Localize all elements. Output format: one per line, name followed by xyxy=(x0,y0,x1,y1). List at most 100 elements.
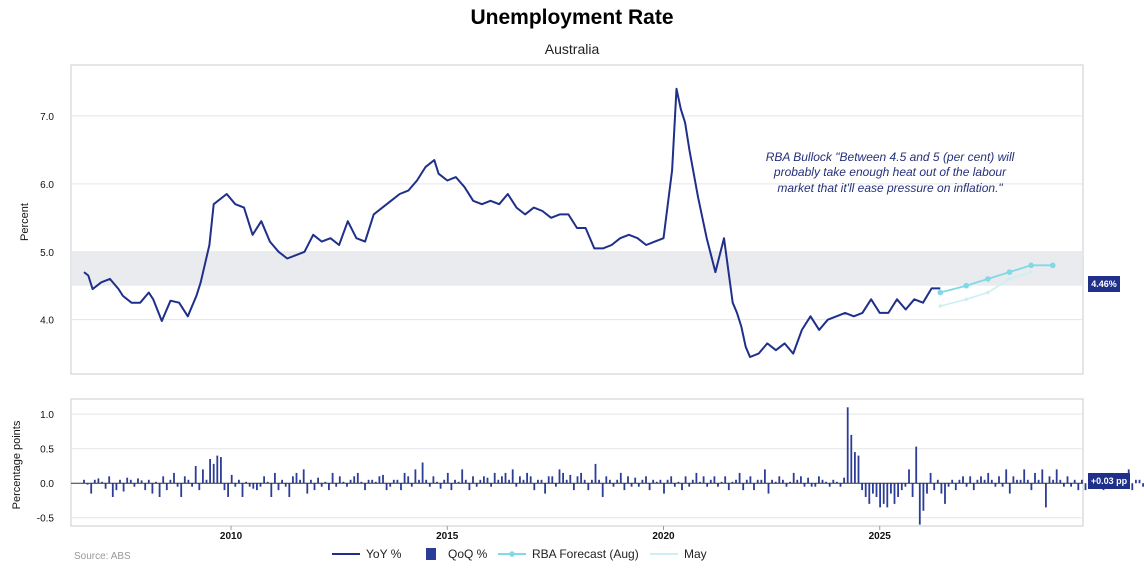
x-axis-ticks: 2010 2015 2020 2025 xyxy=(220,526,891,542)
bottom-y-tick-label: 0.5 xyxy=(40,445,54,456)
qoq-bar xyxy=(479,479,482,484)
qoq-bar xyxy=(501,476,503,484)
qoq-bar xyxy=(450,483,453,491)
qoq-bar xyxy=(245,481,247,484)
bottom-y-tick-label: 1.0 xyxy=(40,410,54,421)
annotation-line-3: market that it'll ease pressure on infla… xyxy=(777,181,1003,195)
qoq-bar xyxy=(565,479,568,484)
qoq-bar xyxy=(183,476,186,484)
qoq-bar xyxy=(1063,483,1065,487)
qoq-bar xyxy=(140,480,143,484)
qoq-bar xyxy=(83,479,85,484)
qoq-bar xyxy=(807,477,809,484)
qoq-bar xyxy=(818,476,820,484)
top-plot-frame xyxy=(70,64,1084,375)
qoq-bar xyxy=(205,479,208,484)
qoq-bar xyxy=(519,476,521,484)
qoq-bar xyxy=(151,483,154,494)
qoq-bar xyxy=(861,483,863,491)
qoq-bar xyxy=(133,483,136,487)
qoq-bar xyxy=(292,476,294,484)
qoq-bar xyxy=(731,481,734,484)
qoq-bar xyxy=(619,472,622,484)
badge-bottom-text: +0.03 pp xyxy=(1091,476,1128,486)
qoq-bar xyxy=(962,476,964,484)
qoq-bar xyxy=(648,483,651,491)
qoq-bar xyxy=(547,476,550,484)
qoq-bar xyxy=(454,479,456,484)
qoq-bar xyxy=(767,483,770,494)
qoq-bar xyxy=(846,407,849,484)
qoq-bar xyxy=(774,481,777,484)
qoq-bar xyxy=(544,483,546,494)
qoq-bar xyxy=(180,483,183,497)
qoq-bar xyxy=(198,483,201,491)
qoq-bar xyxy=(1045,483,1047,508)
qoq-bar xyxy=(191,483,193,487)
legend-item-may[interactable]: May xyxy=(650,547,707,561)
qoq-bar xyxy=(1008,483,1011,494)
qoq-bar xyxy=(1030,483,1033,491)
qoq-bar xyxy=(389,483,392,487)
qoq-bar xyxy=(893,483,896,504)
qoq-bar xyxy=(313,483,316,491)
x-tick-label: 2020 xyxy=(652,531,675,542)
legend-item-qoq[interactable]: QoQ % xyxy=(426,547,488,561)
may-point xyxy=(938,304,943,308)
bottom-y-axis-label: Percentage points xyxy=(11,420,23,509)
qoq-bar xyxy=(486,477,489,484)
qoq-bar xyxy=(126,477,129,484)
qoq-bar xyxy=(187,479,190,484)
qoq-bar xyxy=(1070,483,1072,487)
qoq-bar xyxy=(695,472,698,484)
bottom-panel: 1.0 0.5 0.0 -0.5 Percentage points +0.03 pp xyxy=(11,398,1144,527)
qoq-bar xyxy=(392,479,395,484)
qoq-bar xyxy=(742,483,745,491)
qoq-bar xyxy=(1012,476,1015,484)
qoq-bar xyxy=(843,477,845,484)
qoq-bar xyxy=(756,479,759,484)
qoq-bar xyxy=(227,483,229,497)
legend-label: YoY % xyxy=(366,547,402,561)
chart-title: Unemployment Rate xyxy=(470,6,674,29)
top-y-tick-label: 5.0 xyxy=(40,248,54,259)
qoq-bar xyxy=(738,472,741,484)
qoq-bar xyxy=(331,472,334,484)
qoq-bar xyxy=(652,479,655,484)
qoq-bar xyxy=(202,469,204,484)
qoq-bar xyxy=(176,483,179,487)
qoq-bar xyxy=(713,476,716,484)
qoq-bar xyxy=(980,476,982,484)
legend-item-yoy[interactable]: YoY % xyxy=(332,547,402,561)
top-y-axis-label: Percent xyxy=(19,203,31,241)
qoq-bar xyxy=(555,483,557,487)
qoq-bar xyxy=(223,483,226,491)
last-value-badge-bottom: +0.03 pp xyxy=(1088,473,1130,489)
qoq-bar xyxy=(1142,483,1144,487)
qoq-bar xyxy=(468,483,471,491)
annotation-line-1: RBA Bullock "Between 4.5 and 5 (per cent… xyxy=(766,150,1015,164)
qoq-bar xyxy=(324,481,327,484)
qoq-bar xyxy=(147,479,150,484)
qoq-bar xyxy=(540,479,543,484)
qoq-bar xyxy=(904,483,907,487)
qoq-bar xyxy=(436,481,438,484)
qoq-bar xyxy=(367,479,370,484)
qoq-bar xyxy=(583,479,586,484)
qoq-bar xyxy=(587,483,590,491)
qoq-bar xyxy=(97,478,100,484)
qoq-bar xyxy=(382,474,384,484)
qoq-bar xyxy=(771,479,773,484)
qoq-bar xyxy=(864,483,867,497)
qoq-bar xyxy=(493,472,496,484)
qoq-bar xyxy=(875,483,878,497)
qoq-bar xyxy=(929,472,932,484)
qoq-bar xyxy=(727,483,730,491)
qoq-bar xyxy=(655,481,658,484)
x-tick-label: 2010 xyxy=(220,531,243,542)
qoq-bar xyxy=(926,483,928,494)
qoq-bar xyxy=(673,483,676,487)
legend-item-forecast[interactable]: RBA Forecast (Aug) xyxy=(498,547,639,561)
qoq-bar xyxy=(129,479,132,484)
qoq-bar xyxy=(616,479,619,484)
